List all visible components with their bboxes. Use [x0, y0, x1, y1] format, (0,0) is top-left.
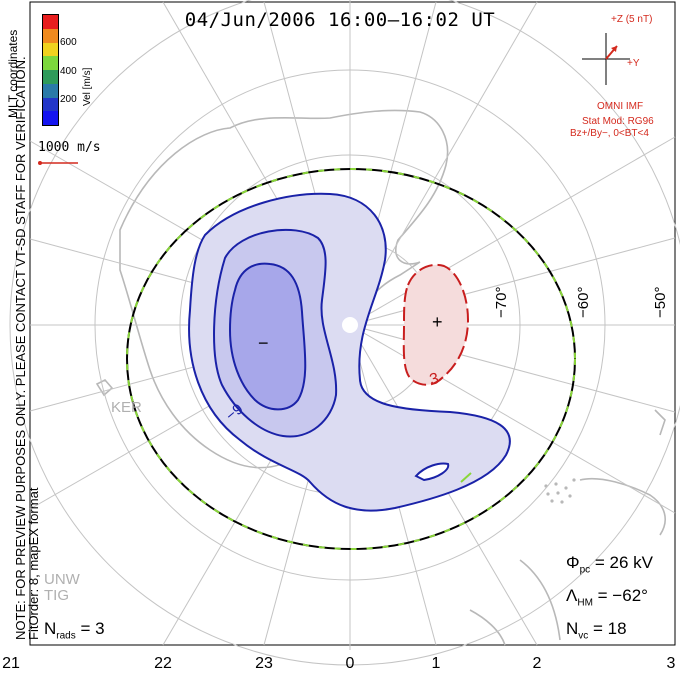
land-outlines — [95, 109, 666, 646]
radar-count: Nrads = 3 — [44, 619, 105, 642]
magnetic-pole-marker — [342, 317, 358, 333]
plot-frame — [29, 1, 676, 646]
negative-potential-cell — [188, 192, 511, 512]
colorbar-tick-600: 600 — [60, 37, 77, 48]
map-title: 04/Jun/2006 16:00–16:02 UT — [184, 9, 496, 31]
hm-boundary — [126, 168, 576, 550]
mlt-label-1: 1 — [431, 655, 441, 672]
colorbar-segment — [43, 97, 58, 112]
fit-order-line: FitOrder: 8, mapEX format — [26, 487, 41, 640]
stat-model-condition: Bz+/By−, 0<BT<4 — [570, 128, 649, 139]
colorbar-segment — [43, 15, 58, 29]
imf-y-label: +Y — [627, 58, 640, 69]
mlt-label-21: 21 — [2, 655, 20, 672]
colorbar-segment — [43, 56, 58, 70]
cross-polar-potential: Φpc = 26 kV — [566, 553, 653, 576]
colorbar-tick-400: 400 — [60, 66, 77, 77]
station-label-ker: KER — [111, 399, 142, 416]
latitude-label-50: −50° — [652, 286, 669, 318]
station-label-unw: UNW — [44, 571, 80, 588]
colorbar-tick-200: 200 — [60, 94, 77, 105]
colorbar-unit-label: Vel [m/s] — [82, 67, 93, 106]
island-dots — [544, 478, 576, 504]
colorbar-segment — [43, 28, 58, 43]
station-label-tig: TIG — [44, 587, 69, 604]
velocity-colorbar — [42, 14, 59, 126]
preview-note: NOTE: FOR PREVIEW PURPOSES ONLY. PLEASE … — [13, 56, 41, 640]
mlt-label-22: 22 — [154, 655, 172, 672]
imf-dial — [582, 33, 630, 85]
colorbar-segment — [43, 111, 58, 125]
stat-model: Stat Mod: RG96 — [582, 116, 654, 127]
mlt-label-3: 3 — [666, 655, 676, 672]
latitude-label-70: −70° — [493, 286, 510, 318]
imf-z-label: +Z (5 nT) — [611, 14, 653, 25]
imf-source: OMNI IMF — [597, 101, 644, 112]
hm-latitude: ΛHM = −62° — [566, 586, 648, 609]
mlt-label-23: 23 — [255, 655, 273, 672]
mlt-label-0: 0 — [345, 655, 355, 672]
latitude-label-60: −60° — [575, 286, 592, 318]
mlt-label-2: 2 — [532, 655, 542, 672]
velocity-scale-label: 1000 m/s — [38, 140, 101, 155]
potential-maximum-marker: + — [432, 312, 443, 332]
colorbar-segment — [43, 70, 58, 84]
velocity-vector — [460, 472, 472, 483]
vector-count: Nvc = 18 — [566, 619, 627, 642]
potential-minimum-marker: − — [258, 333, 269, 353]
colorbar-segment — [43, 42, 58, 57]
colorbar-segment — [43, 83, 58, 98]
positive-potential-cell — [402, 263, 470, 386]
